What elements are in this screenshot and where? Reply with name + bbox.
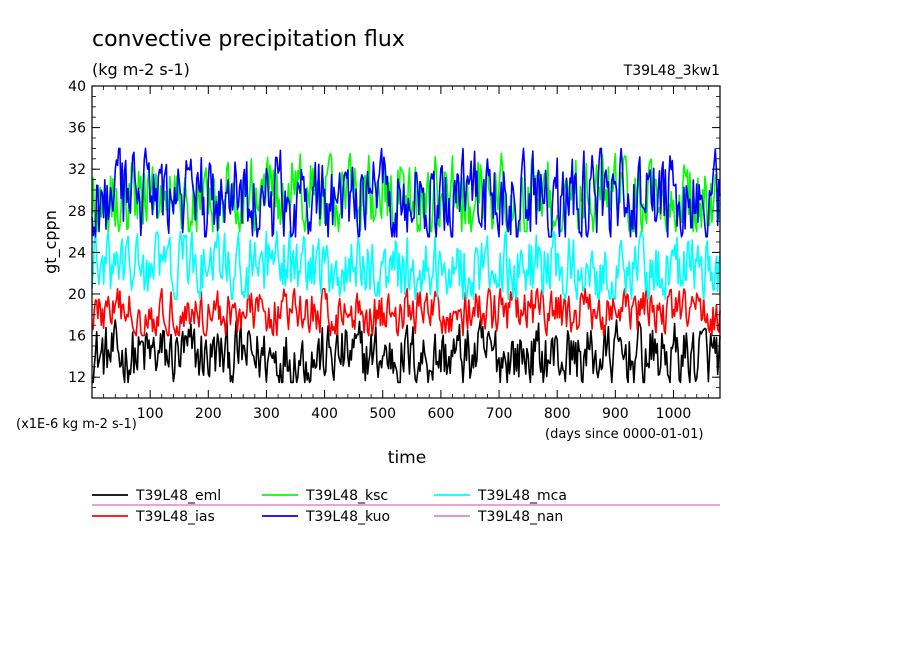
x-tick-label: 100	[137, 406, 164, 422]
y-tick-label: 12	[68, 370, 86, 386]
plot-area: 12 16 20 24 28 32 36 40 100 200 300 400 500 600 700 800…	[68, 79, 721, 422]
x-tick-label: 700	[486, 406, 513, 422]
x-tick-label: 600	[428, 406, 455, 422]
legend-label-T39L48_kuo: T39L48_kuo	[305, 509, 390, 525]
y-tick-label: 32	[68, 162, 86, 178]
y-axis-label: gt_cppn	[41, 210, 61, 274]
series-line-T39L48_ksc	[91, 152, 721, 233]
legend-label-T39L48_mca: T39L48_mca	[477, 488, 567, 504]
x-unit-note: (days since 0000-01-01)	[545, 427, 703, 442]
y-tick-label: 36	[68, 121, 86, 137]
series-line-T39L48_mca	[91, 230, 721, 301]
y-unit-note: (x1E-6 kg m-2 s-1)	[16, 417, 137, 432]
series-line-T39L48_eml	[92, 319, 721, 384]
chart-subtitle: (kg m-2 s-1)	[92, 60, 190, 79]
x-tick-label: 200	[195, 406, 222, 422]
y-tick-label: 16	[68, 329, 86, 345]
run-label: T39L48_3kw1	[623, 63, 720, 79]
series-line-T39L48_kuo	[91, 147, 721, 238]
legend-label-T39L48_eml: T39L48_eml	[135, 488, 221, 504]
series-line-T39L48_ias	[91, 287, 721, 337]
x-tick-label: 800	[544, 406, 571, 422]
chart-title: convective precipitation flux	[92, 27, 405, 52]
x-axis-label: time	[388, 448, 426, 468]
legend-label-T39L48_nan: T39L48_nan	[477, 509, 563, 525]
x-tick-label: 1000	[656, 406, 692, 422]
x-tick-label: 400	[311, 406, 338, 422]
x-tick-label: 900	[602, 406, 629, 422]
y-tick-label: 40	[68, 79, 86, 95]
x-tick-label: 500	[369, 406, 396, 422]
y-tick-label: 28	[68, 204, 86, 220]
y-tick-label: 20	[68, 287, 86, 303]
y-tick-label: 24	[68, 245, 86, 261]
legend-label-T39L48_ias: T39L48_ias	[135, 509, 215, 525]
legend: T39L48_eml T39L48_ksc T39L48_mca T39L48_ias…	[92, 488, 720, 525]
x-tick-label: 300	[253, 406, 280, 422]
legend-label-T39L48_ksc: T39L48_ksc	[305, 488, 388, 504]
